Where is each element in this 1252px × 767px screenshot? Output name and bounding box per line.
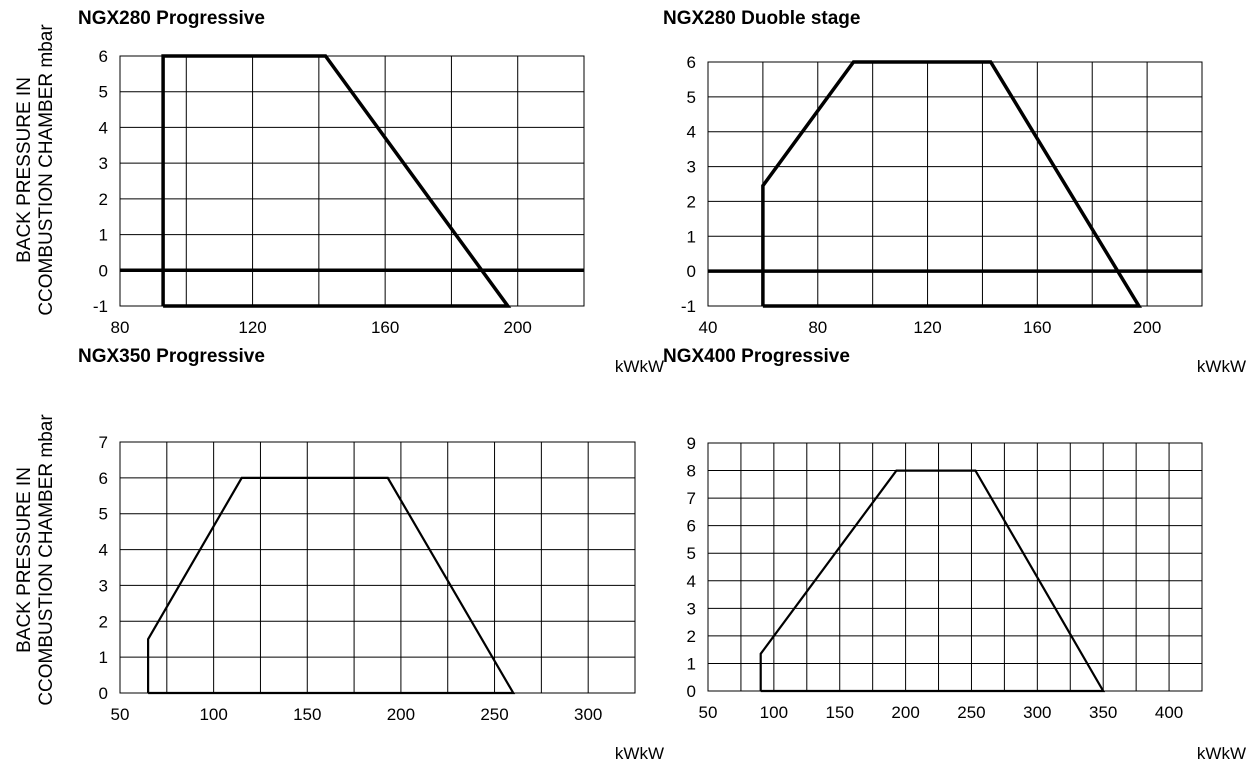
x-tick-label: 400 <box>1155 703 1183 722</box>
y-tick-label: 3 <box>99 154 108 173</box>
x-axis-unit-label: kWkW <box>615 357 664 376</box>
y-tick-label: 2 <box>687 192 696 211</box>
x-axis-unit-label: kWkW <box>1197 744 1246 763</box>
y-tick-label: 2 <box>99 190 108 209</box>
y-tick-label: 4 <box>99 541 108 560</box>
y-tick-label: 1 <box>687 227 696 246</box>
chart-1: NGX280 Progressive -1 0 1 2 3 4 5 6 80 120 160 200 kW… <box>78 8 664 376</box>
chart-3: NGX350 Progressive 0 1 2 3 4 5 6 7 50 100 150 200 250… <box>78 346 664 763</box>
chart-title: NGX280 Progressive <box>78 8 265 29</box>
y-tick-label: 6 <box>687 517 696 536</box>
y-tick-label: 0 <box>687 682 696 701</box>
y-tick-label: 1 <box>687 654 696 673</box>
y-tick-label: 1 <box>99 226 108 245</box>
y-tick-label: 5 <box>99 505 108 524</box>
x-tick-label: 80 <box>111 318 130 337</box>
x-tick-label: 120 <box>913 318 941 337</box>
y-tick-label: 9 <box>687 434 696 453</box>
x-tick-label: 200 <box>891 703 919 722</box>
y-axis-label-bottom-line2: CCOMBUSTION CHAMBER mbar <box>36 414 57 706</box>
x-tick-label: 350 <box>1089 703 1117 722</box>
y-tick-label: 4 <box>687 123 696 142</box>
y-tick-label: 3 <box>687 599 696 618</box>
y-tick-label: 6 <box>687 53 696 72</box>
x-tick-label: 100 <box>199 705 227 724</box>
x-tick-label: 250 <box>957 703 985 722</box>
x-tick-label: 300 <box>574 705 602 724</box>
x-axis-unit-label: kWkW <box>615 744 664 763</box>
y-tick-label: 5 <box>99 83 108 102</box>
y-tick-label: 6 <box>99 47 108 66</box>
x-tick-label: 160 <box>371 318 399 337</box>
y-tick-label: -1 <box>681 297 696 316</box>
chart-4: NGX400 Progressive 0 1 2 3 4 5 6 7 8 9 50 100 150 200 2… <box>663 346 1246 763</box>
y-tick-label: 0 <box>99 684 108 703</box>
y-tick-label: -1 <box>93 297 108 316</box>
x-tick-label: 50 <box>699 703 718 722</box>
x-tick-label: 100 <box>760 703 788 722</box>
x-tick-label: 300 <box>1023 703 1051 722</box>
x-tick-label: 120 <box>238 318 266 337</box>
plot-frame <box>119 441 636 694</box>
x-tick-label: 200 <box>1133 318 1161 337</box>
chart-title: NGX350 Progressive <box>78 346 265 367</box>
y-tick-label: 0 <box>99 261 108 280</box>
y-tick-label: 1 <box>99 648 108 667</box>
working-field-outline <box>759 469 1106 693</box>
x-tick-label: 200 <box>504 318 532 337</box>
working-field-outline <box>147 476 516 695</box>
plot-frame <box>707 442 1203 692</box>
y-axis-label-bottom-line1: BACK PRESSURE IN <box>14 467 35 653</box>
y-tick-label: 2 <box>99 612 108 631</box>
x-tick-label: 150 <box>293 705 321 724</box>
chart-2: NGX280 Duoble stage -1 0 1 2 3 4 5 6 40 80 120 160 20… <box>663 8 1246 376</box>
x-tick-label: 40 <box>699 318 718 337</box>
y-tick-label: 3 <box>99 576 108 595</box>
x-axis-unit-label: kWkW <box>1197 357 1246 376</box>
working-field-outline <box>161 54 512 308</box>
y-tick-label: 4 <box>687 572 696 591</box>
y-axis-label-top-line1: BACK PRESSURE IN <box>14 77 35 263</box>
y-tick-label: 7 <box>687 489 696 508</box>
y-tick-label: 0 <box>687 262 696 281</box>
y-tick-label: 2 <box>687 627 696 646</box>
chart-title: NGX280 Duoble stage <box>663 8 860 29</box>
y-tick-label: 4 <box>99 118 108 137</box>
x-tick-label: 250 <box>480 705 508 724</box>
y-tick-label: 8 <box>687 462 696 481</box>
y-axis-label-top-line2: CCOMBUSTION CHAMBER mbar <box>36 24 57 316</box>
y-tick-label: 5 <box>687 544 696 563</box>
x-tick-label: 200 <box>387 705 415 724</box>
y-tick-label: 7 <box>99 433 108 452</box>
y-tick-label: 3 <box>687 158 696 177</box>
x-tick-label: 80 <box>808 318 827 337</box>
x-tick-label: 50 <box>111 705 130 724</box>
y-tick-label: 6 <box>99 469 108 488</box>
chart-title: NGX400 Progressive <box>663 346 850 367</box>
x-tick-label: 160 <box>1023 318 1051 337</box>
working-field-outline <box>761 60 1143 308</box>
x-tick-label: 150 <box>826 703 854 722</box>
y-tick-label: 5 <box>687 88 696 107</box>
